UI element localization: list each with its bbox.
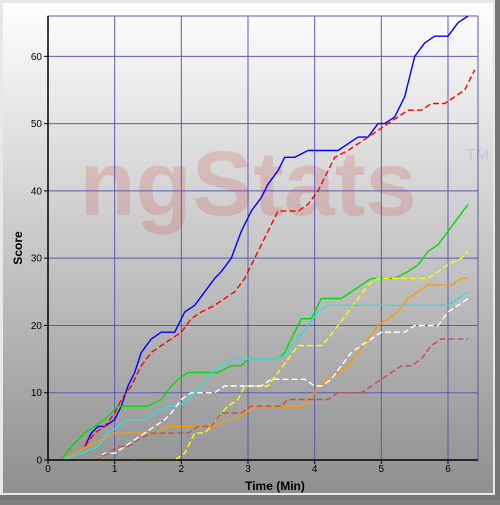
y-tick-label: 40	[31, 186, 43, 197]
x-tick-label: 5	[379, 464, 385, 475]
series-line-8	[94, 338, 468, 461]
y-tick-label: 0	[36, 456, 42, 467]
x-axis-label: Time (Min)	[245, 479, 305, 493]
x-tick-label: 4	[312, 464, 318, 475]
series-line-1	[84, 15, 469, 447]
y-tick-label: 50	[31, 119, 43, 130]
series-line-7	[94, 297, 469, 461]
series-line-4	[94, 251, 469, 461]
y-tick-label: 20	[31, 321, 43, 332]
x-tick-label: 1	[112, 464, 118, 475]
x-tick-label: 3	[245, 464, 251, 475]
series-line-2	[84, 69, 476, 447]
x-tick-label: 0	[45, 464, 51, 475]
y-axis-label: Score	[11, 231, 25, 265]
y-tick-label: 30	[31, 254, 43, 265]
series-lines	[60, 15, 476, 461]
series-line-6	[61, 291, 469, 461]
y-tick-label: 10	[31, 388, 43, 399]
series-line-5	[60, 277, 468, 461]
x-tick-label: 2	[179, 464, 185, 475]
y-tick-label: 60	[31, 52, 43, 63]
x-tick-label: 6	[445, 464, 451, 475]
